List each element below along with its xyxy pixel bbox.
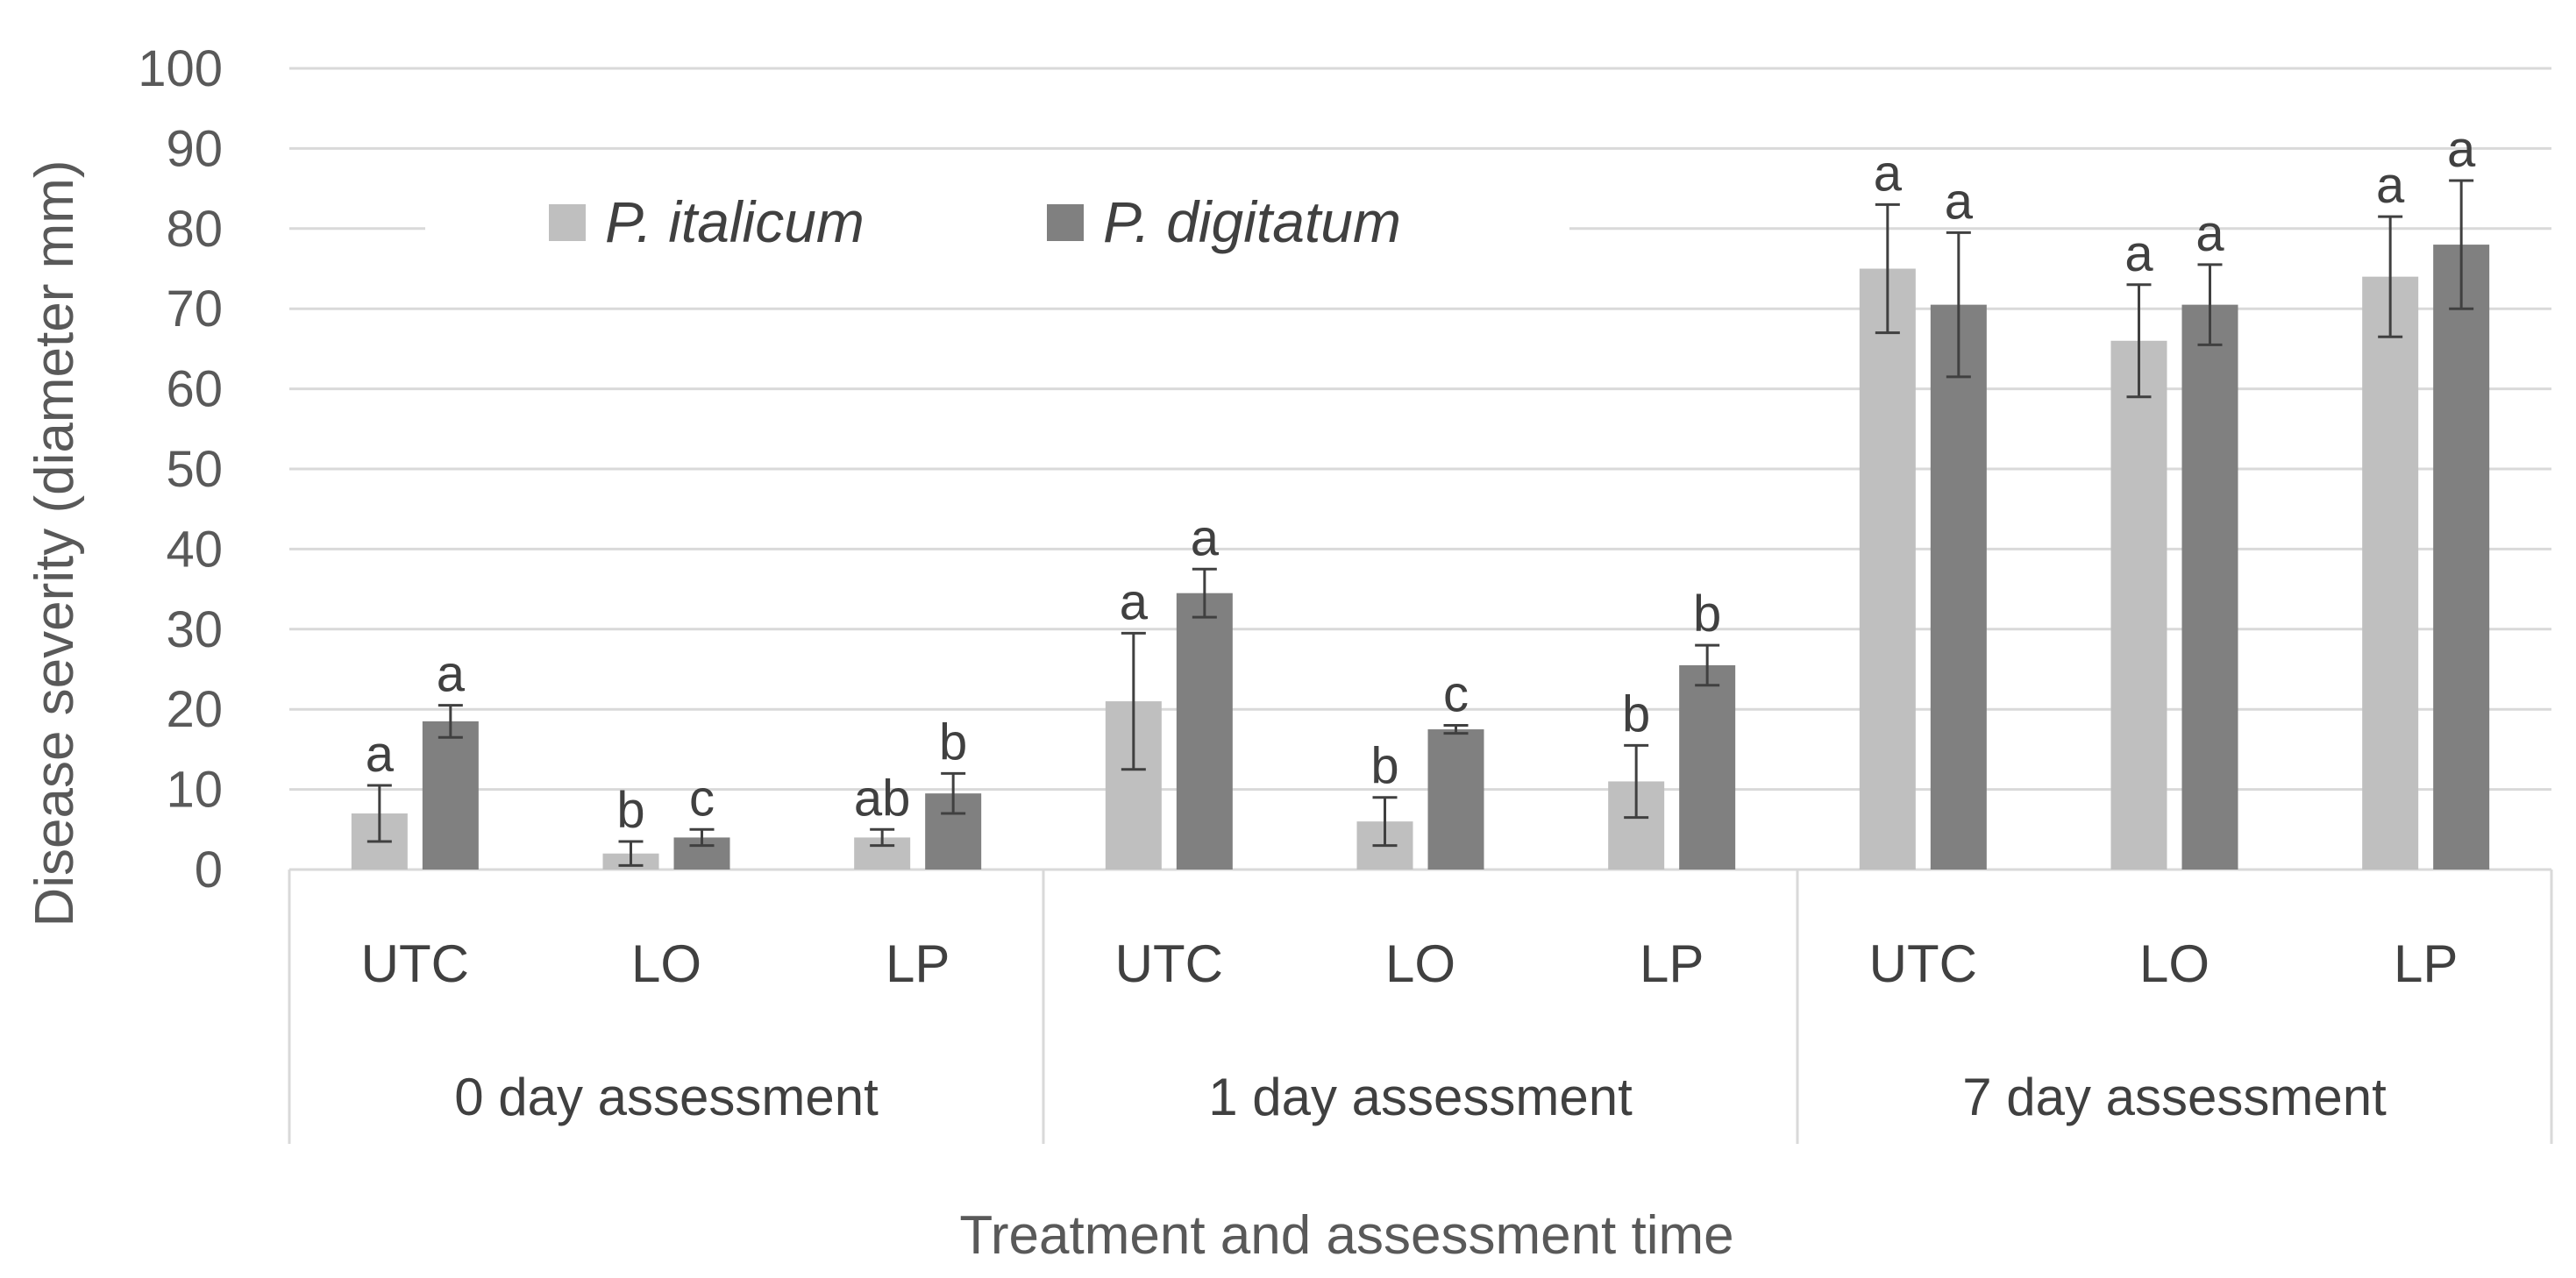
legend-swatch-p-italicum bbox=[549, 204, 586, 241]
legend-label-p-digitatum: P. digitatum bbox=[1103, 189, 1401, 254]
category-label: LO bbox=[631, 934, 701, 993]
category-label: UTC bbox=[1869, 934, 1977, 993]
legend: P. italicum P. digitatum bbox=[549, 189, 1401, 254]
significance-letter: c bbox=[1443, 665, 1469, 722]
significance-letter: ab bbox=[854, 770, 911, 827]
y-tick-label: 30 bbox=[166, 601, 223, 658]
bar-p-digitatum bbox=[1930, 304, 1987, 870]
y-tick-label: 10 bbox=[166, 762, 223, 819]
significance-letter: a bbox=[2447, 121, 2476, 178]
group-label: 1 day assessment bbox=[1208, 1068, 1633, 1126]
x-axis: UTC LO LP UTC LO LP UTC LO LP 0 day assessment 1 d… bbox=[288, 868, 2553, 1144]
category-label: UTC bbox=[361, 934, 469, 993]
bar-p-digitatum bbox=[422, 721, 479, 870]
significance-letter: a bbox=[2124, 225, 2153, 282]
category-label: LP bbox=[886, 934, 950, 993]
group-label: 7 day assessment bbox=[1962, 1068, 2387, 1126]
category-label: LP bbox=[2394, 934, 2458, 993]
y-tick-label: 90 bbox=[166, 120, 223, 177]
significance-letter: a bbox=[1120, 573, 1149, 630]
bar-p-italicum bbox=[1859, 268, 1916, 870]
bar-p-digitatum bbox=[1176, 593, 1233, 870]
significance-letter: a bbox=[1945, 173, 1974, 230]
category-label: LO bbox=[2139, 934, 2210, 993]
category-label: UTC bbox=[1115, 934, 1223, 993]
y-tick-label: 80 bbox=[166, 201, 223, 258]
gridlines bbox=[289, 67, 2551, 792]
y-tick-label: 0 bbox=[195, 841, 223, 898]
bar-p-digitatum bbox=[1427, 729, 1484, 870]
y-axis-title: Disease severity (diameter mm) bbox=[25, 160, 85, 927]
error-bars bbox=[366, 179, 2474, 867]
significance-letter: a bbox=[366, 726, 395, 783]
y-tick-label: 60 bbox=[166, 361, 223, 418]
significance-letter: c bbox=[689, 770, 715, 827]
bar-p-digitatum bbox=[2433, 245, 2490, 870]
significance-letter: a bbox=[2195, 205, 2224, 262]
bars bbox=[351, 245, 2490, 870]
category-label: LO bbox=[1385, 934, 1455, 993]
y-axis-ticks: 0 10 20 30 40 50 60 70 80 90 100 bbox=[138, 40, 223, 898]
significance-letter: a bbox=[1874, 145, 1903, 202]
bar-p-italicum bbox=[2110, 340, 2167, 870]
significance-letter: a bbox=[2376, 157, 2405, 214]
significance-letter: b bbox=[1622, 685, 1650, 742]
legend-swatch-p-digitatum bbox=[1047, 204, 1084, 241]
bar-p-italicum bbox=[2362, 276, 2419, 870]
bar-p-digitatum bbox=[2181, 304, 2238, 870]
bar-p-digitatum bbox=[1679, 664, 1736, 870]
significance-letter: a bbox=[437, 646, 466, 703]
significance-letter: b bbox=[1370, 738, 1398, 795]
legend-label-p-italicum: P. italicum bbox=[605, 189, 865, 254]
significance-letter: b bbox=[939, 714, 967, 770]
significance-letter: b bbox=[1693, 586, 1721, 643]
y-tick-label: 20 bbox=[166, 681, 223, 738]
x-axis-title: Treatment and assessment time bbox=[959, 1205, 1733, 1266]
group-label: 0 day assessment bbox=[454, 1068, 879, 1126]
y-tick-label: 50 bbox=[166, 441, 223, 498]
significance-letter: b bbox=[616, 782, 644, 839]
significance-letter: a bbox=[1191, 509, 1220, 566]
y-tick-label: 100 bbox=[138, 40, 223, 97]
y-tick-label: 40 bbox=[166, 521, 223, 578]
y-tick-label: 70 bbox=[166, 280, 223, 337]
category-label: LP bbox=[1640, 934, 1704, 993]
